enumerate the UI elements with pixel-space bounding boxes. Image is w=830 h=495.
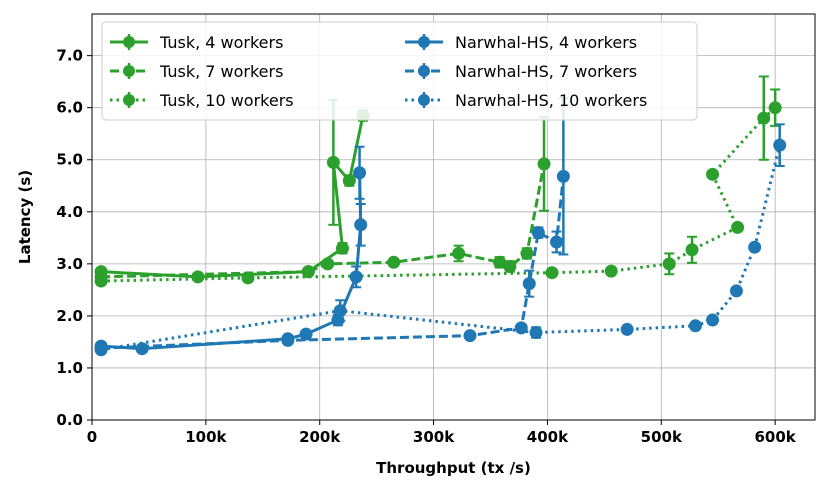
legend-item: Tusk, 10 workers [110,91,294,110]
data-point [522,277,536,291]
y-tick-label: 1.0 [56,359,83,377]
x-tick-label: 0 [87,428,97,446]
data-point [531,226,545,240]
data-point [321,257,335,271]
legend-item: Tusk, 4 workers [110,33,283,52]
data-point [773,138,787,152]
x-tick-label: 500k [641,428,683,446]
y-tick-label: 3.0 [56,255,83,273]
legend-swatch-marker [418,36,430,48]
x-tick-label: 100k [185,428,227,446]
series-3 [94,145,368,356]
legend-item: Narwhal-HS, 7 workers [405,62,637,81]
data-point [545,266,559,280]
legend-box [101,21,698,121]
data-point [729,284,743,298]
y-tick-label: 6.0 [56,99,83,117]
series-line [101,106,777,283]
series-line [100,144,782,352]
data-point [537,157,551,171]
plot-area [94,75,787,357]
data-point [94,274,108,288]
series-0 [94,98,370,284]
legend-swatch-marker [418,94,430,106]
data-point [281,333,295,347]
legend-swatch-marker [123,65,135,77]
data-point [620,322,634,336]
series-1 [94,116,551,284]
data-point [550,235,564,249]
data-point [349,270,363,284]
data-point [326,155,340,169]
data-point [556,169,570,183]
data-point [768,101,782,115]
x-axis-title: Throughput (tx /s) [376,459,531,477]
y-tick-label: 5.0 [56,151,83,169]
legend-label: Tusk, 4 workers [159,33,283,52]
legend-label: Narwhal-HS, 4 workers [455,33,637,52]
legend-label: Narwhal-HS, 10 workers [455,91,647,110]
x-axis: 0 100k 200k 300k 400k 500k 600k [87,420,797,446]
data-point [342,174,356,188]
x-tick-label: 600k [755,428,797,446]
series-line [101,115,365,279]
series-5 [94,123,787,357]
data-point [731,220,745,234]
legend-swatch-marker [123,36,135,48]
data-point [387,255,401,269]
legend-swatch-marker [418,65,430,77]
data-point [301,265,315,279]
data-point [520,246,534,260]
y-axis-title: Latency (s) [16,170,34,264]
legend-item: Narwhal-HS, 4 workers [405,33,637,52]
x-tick-label: 300k [413,428,455,446]
series-2 [94,75,782,288]
legend-label: Narwhal-HS, 7 workers [455,62,637,81]
data-point [191,270,205,284]
y-tick-label: 0.0 [56,411,83,429]
data-point [662,257,676,271]
data-point [757,111,771,125]
legend-label: Tusk, 7 workers [159,62,283,81]
data-point [706,313,720,327]
data-point [241,271,255,285]
data-point [353,166,367,180]
y-axis: 0.0 1.0 2.0 3.0 4.0 5.0 6.0 7.0 [56,47,92,429]
data-point [748,240,762,254]
data-point [463,329,477,343]
plot-frame [91,13,816,421]
x-tick-label: 200k [299,428,341,446]
legend-item: Narwhal-HS, 10 workers [405,91,647,110]
legend: Tusk, 4 workers Tusk, 7 workers Tusk, 10 w… [101,21,698,121]
legend-swatch-marker [123,94,135,106]
data-point [685,243,699,257]
data-point [94,343,108,357]
data-point [503,259,517,273]
data-point [688,319,702,333]
y-tick-label: 2.0 [56,307,83,325]
legend-label: Tusk, 10 workers [159,91,294,110]
legend-item: Tusk, 7 workers [110,62,283,81]
data-point [299,327,313,341]
data-point [529,326,543,340]
x-tick-label: 400k [527,428,569,446]
y-tick-label: 7.0 [56,47,83,65]
data-point [452,246,466,260]
data-point [514,321,528,335]
y-tick-label: 4.0 [56,203,83,221]
data-point [335,241,349,255]
data-point [493,255,507,269]
data-point [706,167,720,181]
data-point [333,304,347,318]
data-point [604,264,618,278]
data-point [354,218,368,232]
